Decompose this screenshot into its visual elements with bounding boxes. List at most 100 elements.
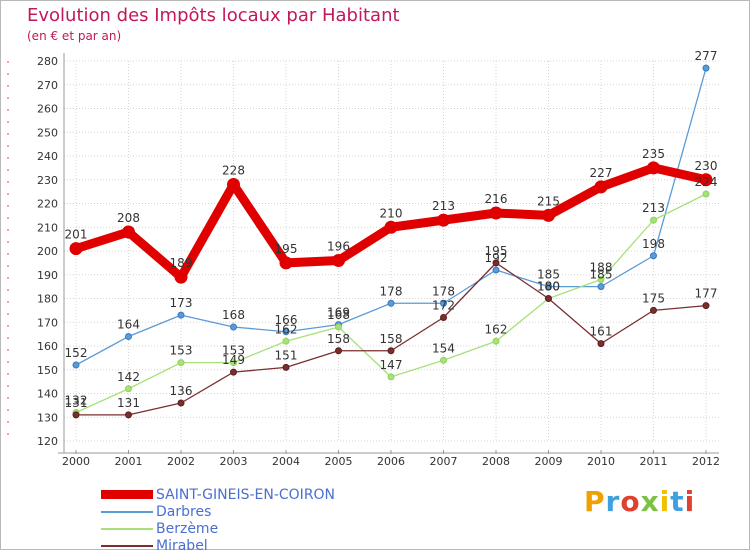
legend: SAINT-GINEIS-EN-COIRON Darbres Berzème M… bbox=[101, 486, 335, 554]
logo-letter: i bbox=[659, 485, 671, 518]
data-point bbox=[492, 259, 500, 267]
data-label: 192 bbox=[485, 251, 508, 265]
data-label: 166 bbox=[275, 313, 298, 327]
data-label: 185 bbox=[590, 268, 613, 282]
y-tick-label: 170 bbox=[37, 316, 58, 329]
data-label: 147 bbox=[380, 358, 403, 372]
data-point bbox=[282, 337, 290, 345]
data-label: 208 bbox=[117, 211, 140, 225]
data-label: 153 bbox=[170, 344, 193, 358]
data-point bbox=[230, 323, 237, 331]
data-point bbox=[597, 283, 605, 291]
logo-letter: t bbox=[670, 485, 685, 518]
data-label: 195 bbox=[485, 244, 508, 258]
chart-title: Evolution des Impôts locaux par Habitant bbox=[27, 5, 400, 26]
data-label: 142 bbox=[117, 370, 140, 384]
data-label: 151 bbox=[275, 348, 298, 362]
data-label: 154 bbox=[432, 341, 455, 355]
y-tick-label: 240 bbox=[37, 150, 58, 163]
data-label: 235 bbox=[642, 147, 665, 161]
data-label: 149 bbox=[222, 353, 245, 367]
x-tick-label: 2005 bbox=[325, 455, 353, 468]
logo-letter: i bbox=[684, 485, 696, 518]
axis-layer: 120 130 140 150 160 170 180 190 200 210 220 230 240 2… bbox=[7, 53, 720, 468]
data-label: 131 bbox=[117, 396, 140, 410]
y-tick-label: 130 bbox=[37, 411, 58, 424]
x-tick-label: 2004 bbox=[272, 455, 300, 468]
legend-label: Berzème bbox=[156, 520, 219, 537]
data-point bbox=[387, 347, 395, 355]
data-label: 178 bbox=[380, 284, 403, 298]
data-label: 173 bbox=[170, 296, 193, 310]
grid-layer bbox=[64, 60, 719, 442]
data-point bbox=[437, 213, 450, 227]
data-point bbox=[594, 180, 608, 194]
data-label: 153 bbox=[222, 344, 245, 358]
data-label: 201 bbox=[65, 228, 88, 242]
data-point bbox=[387, 299, 395, 307]
data-label: 228 bbox=[222, 164, 245, 178]
data-point bbox=[597, 276, 605, 283]
data-label: 169 bbox=[327, 306, 350, 320]
data-point bbox=[440, 299, 447, 307]
data-label: 230 bbox=[695, 159, 718, 173]
x-tick-label: 2001 bbox=[115, 455, 143, 468]
data-point bbox=[279, 256, 293, 270]
data-label: 215 bbox=[537, 194, 560, 208]
legend-label: Darbres bbox=[156, 503, 212, 520]
data-point bbox=[489, 206, 503, 220]
data-point bbox=[69, 242, 83, 256]
data-point bbox=[177, 399, 185, 407]
data-label: 277 bbox=[695, 49, 718, 63]
data-point bbox=[440, 356, 447, 364]
legend-swatch bbox=[101, 527, 153, 530]
data-label: 216 bbox=[485, 192, 508, 206]
data-point bbox=[650, 306, 657, 314]
x-tick-label: 2009 bbox=[535, 455, 563, 468]
data-label: 180 bbox=[537, 280, 560, 294]
proxiti-logo: Proxiti bbox=[584, 485, 695, 518]
x-tick-label: 2012 bbox=[692, 455, 720, 468]
y-tick-label: 280 bbox=[37, 55, 58, 68]
data-point bbox=[492, 266, 500, 274]
y-tick-label: 140 bbox=[37, 388, 58, 401]
x-tick-label: 2002 bbox=[167, 455, 195, 468]
data-label: 164 bbox=[117, 318, 140, 332]
legend-item: Darbres bbox=[101, 503, 335, 520]
x-tick-label: 2010 bbox=[587, 455, 615, 468]
y-tick-label: 260 bbox=[37, 103, 58, 116]
x-tick-label: 2008 bbox=[482, 455, 510, 468]
data-label: 131 bbox=[65, 396, 88, 410]
legend-swatch bbox=[101, 510, 153, 513]
data-point bbox=[230, 359, 237, 367]
data-point bbox=[699, 173, 713, 187]
data-label: 161 bbox=[590, 325, 613, 339]
data-point bbox=[492, 337, 500, 345]
legend-item: Berzème bbox=[101, 520, 335, 537]
data-point bbox=[125, 385, 132, 393]
data-label: 195 bbox=[275, 242, 298, 256]
legend-item: SAINT-GINEIS-EN-COIRON bbox=[101, 486, 335, 503]
data-point bbox=[702, 302, 710, 310]
data-point bbox=[125, 333, 132, 340]
data-label: 180 bbox=[537, 280, 560, 294]
data-point bbox=[545, 295, 552, 302]
data-point bbox=[332, 254, 345, 267]
y-tick-label: 150 bbox=[37, 364, 58, 377]
data-label: 188 bbox=[590, 261, 613, 275]
data-point bbox=[387, 373, 395, 381]
data-label: 189 bbox=[170, 256, 193, 270]
y-tick-label: 250 bbox=[37, 126, 58, 139]
data-point bbox=[597, 340, 605, 348]
y-tick-label: 200 bbox=[37, 245, 58, 258]
data-point bbox=[72, 361, 80, 369]
legend-label: SAINT-GINEIS-EN-COIRON bbox=[156, 486, 336, 503]
data-label: 196 bbox=[327, 240, 350, 254]
series-layer bbox=[69, 64, 713, 419]
data-label: 198 bbox=[642, 237, 665, 251]
x-tick-label: 2006 bbox=[377, 455, 405, 468]
data-point bbox=[384, 220, 398, 234]
data-label: 178 bbox=[432, 284, 455, 298]
